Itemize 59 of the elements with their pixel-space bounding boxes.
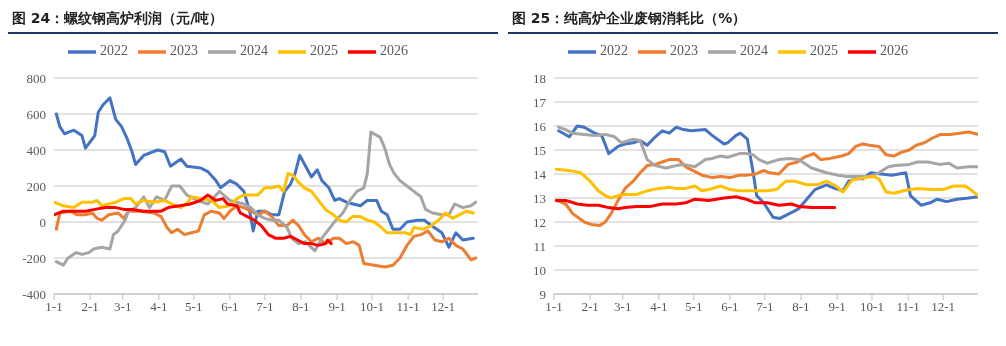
- y-tick-label: 200: [26, 178, 46, 194]
- y-tick-label: 18: [533, 70, 546, 86]
- line-series: [557, 125, 978, 178]
- y-tick-label: 10: [533, 262, 546, 278]
- y-tick-label: 16: [533, 118, 547, 134]
- x-tick-label: 8-1: [792, 299, 810, 315]
- line-series: [54, 193, 333, 247]
- y-tick-label: 11: [533, 238, 546, 254]
- x-tick-label: 1-1: [45, 299, 63, 315]
- legend-label: 2022: [100, 43, 128, 59]
- x-tick-label: 11-1: [396, 299, 420, 315]
- y-tick-label: 9: [539, 286, 546, 302]
- legend-label: 2024: [240, 43, 268, 59]
- x-tick-label: 7-1: [756, 299, 774, 315]
- x-tick-label: 1-1: [545, 299, 563, 315]
- y-tick-label: 17: [533, 94, 547, 110]
- x-tick-label: 4-1: [650, 299, 668, 315]
- x-tick-label: 11-1: [896, 299, 920, 315]
- legend-label: 2023: [170, 43, 198, 59]
- x-tick-label: 8-1: [292, 299, 310, 315]
- legend-label: 2025: [310, 43, 338, 59]
- legend-label: 2026: [380, 43, 408, 59]
- y-tick-label: 13: [533, 190, 546, 206]
- y-tick-label: 14: [533, 166, 547, 182]
- y-tick-label: 12: [533, 214, 546, 230]
- x-tick-label: 12-1: [931, 299, 955, 315]
- y-tick-label: 800: [26, 70, 46, 86]
- x-tick-label: 9-1: [328, 299, 346, 315]
- x-tick-label: 10-1: [860, 299, 884, 315]
- x-tick-label: 5-1: [185, 299, 203, 315]
- chart-title: 图 24：螺纹钢高炉利润（元/吨）: [8, 8, 498, 34]
- y-tick-label: 0: [39, 214, 46, 230]
- legend-label: 2026: [880, 43, 908, 59]
- line-series: [554, 167, 978, 200]
- legend-label: 2024: [740, 43, 768, 59]
- x-tick-label: 3-1: [614, 299, 632, 315]
- y-tick-label: -400: [22, 286, 46, 302]
- line-series: [554, 195, 837, 211]
- legend-label: 2023: [670, 43, 698, 59]
- legend-label: 2022: [600, 43, 628, 59]
- x-tick-label: 2-1: [81, 299, 99, 315]
- x-tick-label: 5-1: [685, 299, 703, 315]
- x-tick-label: 6-1: [721, 299, 739, 315]
- line-series: [54, 171, 475, 237]
- y-tick-label: 600: [26, 106, 46, 122]
- x-tick-label: 10-1: [360, 299, 384, 315]
- x-tick-label: 4-1: [150, 299, 168, 315]
- y-tick-label: 400: [26, 142, 46, 158]
- legend-label: 2025: [810, 43, 838, 59]
- x-tick-label: 12-1: [431, 299, 455, 315]
- x-tick-label: 9-1: [828, 299, 846, 315]
- x-tick-label: 3-1: [114, 299, 132, 315]
- x-tick-label: 6-1: [221, 299, 239, 315]
- line-series: [54, 96, 475, 249]
- y-tick-label: -200: [22, 250, 46, 266]
- chart-title: 图 25：纯高炉企业废钢消耗比（%）: [508, 8, 998, 34]
- x-tick-label: 7-1: [256, 299, 274, 315]
- x-tick-label: 2-1: [581, 299, 599, 315]
- y-tick-label: 15: [533, 142, 546, 158]
